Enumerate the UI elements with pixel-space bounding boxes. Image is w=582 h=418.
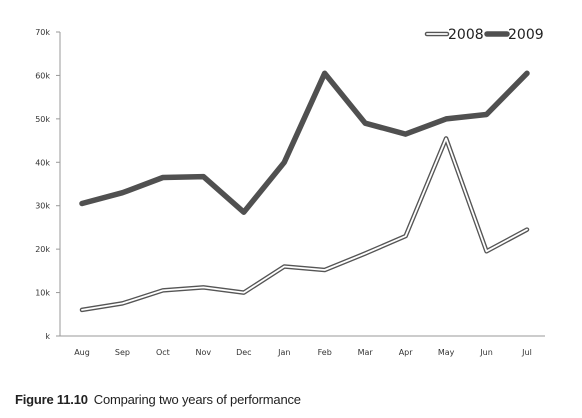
x-tick-label: May (438, 348, 455, 357)
y-tick-label: k (45, 332, 50, 341)
x-tick-label: Mar (358, 348, 374, 357)
y-tick-label: 40k (35, 158, 50, 167)
x-tick-label: Jun (479, 348, 493, 357)
series-2008-line-inner (81, 137, 528, 311)
x-tick-label: Dec (236, 348, 251, 357)
y-tick-label: 30k (35, 202, 50, 211)
legend-2009-label: 2009 (508, 27, 544, 43)
x-tick-label: Jul (521, 348, 532, 357)
line-chart: k 10k 20k 30k 40k 50k 60k 70k Aug Sep Oct Nov Dec Jan… (35, 27, 545, 357)
x-tick-label: Apr (399, 348, 414, 357)
y-tick-label: 60k (35, 71, 50, 80)
x-tick-label: Feb (318, 348, 332, 357)
y-tick-label: 10k (35, 289, 50, 298)
series-2008-line-outer (79, 136, 530, 313)
legend-2008-label: 2008 (448, 27, 484, 43)
x-tick-label: Sep (115, 348, 130, 357)
y-tick-label: 50k (35, 115, 50, 124)
figure-caption: Figure 11.10 Comparing two years of perfo… (15, 392, 301, 407)
x-tick-label: Oct (156, 348, 170, 357)
figure-number: Figure 11.10 (15, 392, 88, 407)
y-tick-label: 20k (35, 245, 50, 254)
series-2009-line (79, 70, 530, 215)
x-tick-label: Nov (196, 348, 212, 357)
y-tick-label: 70k (35, 28, 50, 37)
x-tick-label: Aug (74, 348, 90, 357)
figure-caption-text: Comparing two years of performance (93, 392, 301, 407)
x-tick-label: Jan (277, 348, 290, 357)
